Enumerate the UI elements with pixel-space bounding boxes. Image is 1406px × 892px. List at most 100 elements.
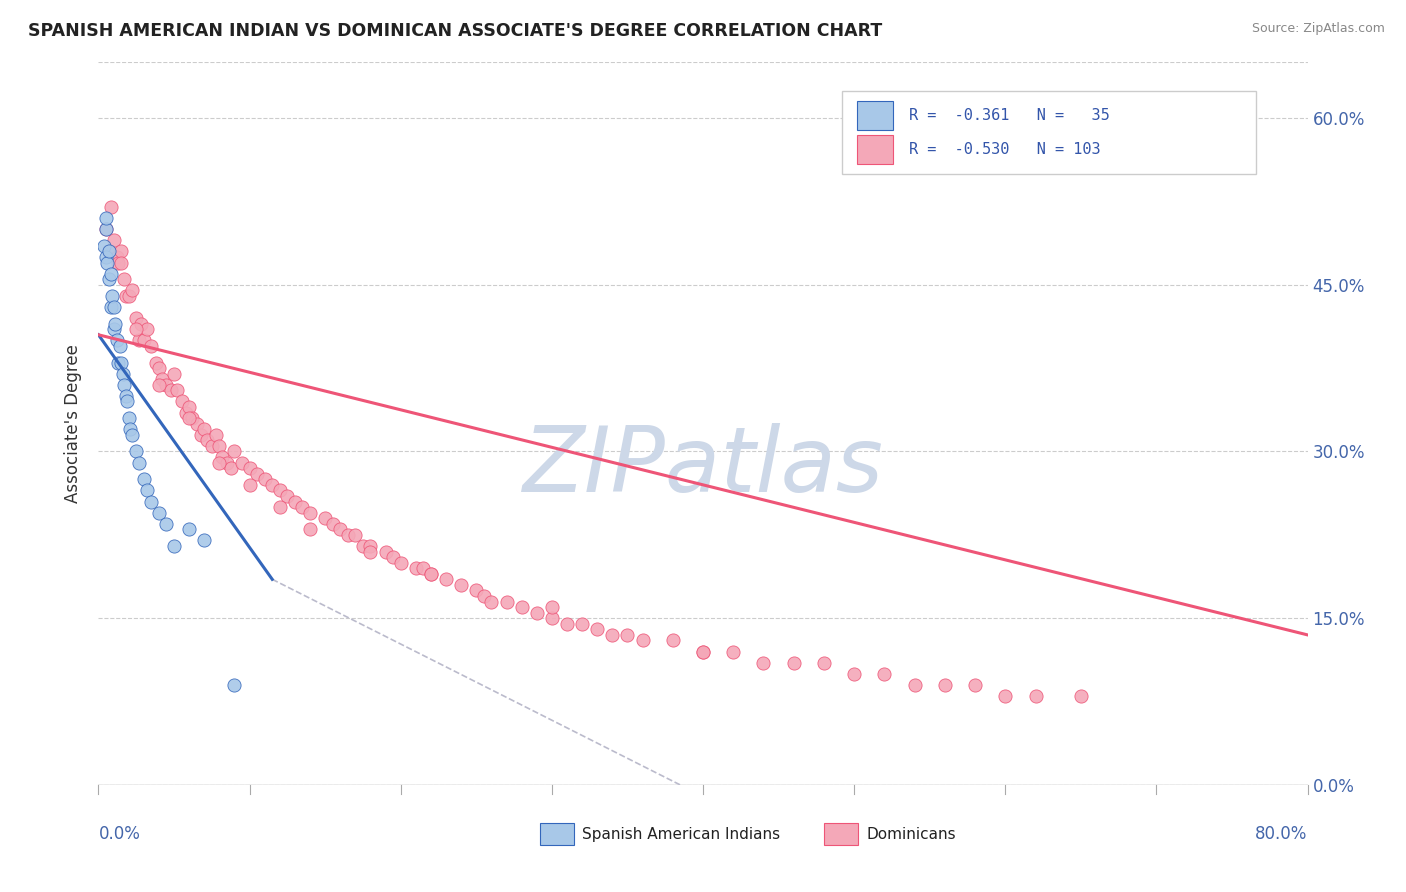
Point [631, 633, 654, 648]
Point [481, 594, 503, 608]
Point [495, 594, 517, 608]
Point [571, 616, 593, 631]
Point [125, 322, 148, 336]
Point [253, 472, 276, 486]
Point [179, 411, 201, 425]
Point [118, 289, 141, 303]
Point [420, 566, 443, 581]
Point [201, 439, 224, 453]
Point [163, 539, 186, 553]
Point [360, 539, 382, 553]
Point [120, 422, 142, 436]
Point [602, 628, 624, 642]
Point [141, 494, 163, 508]
Point [179, 400, 201, 414]
Point [382, 550, 405, 565]
Point [208, 439, 231, 453]
Point [246, 467, 269, 481]
Text: 80.0%: 80.0% [1256, 825, 1308, 843]
Point [150, 372, 173, 386]
Point [208, 456, 231, 470]
Point [661, 633, 683, 648]
Point [103, 233, 125, 247]
Bar [856, 101, 893, 129]
Point [114, 389, 136, 403]
Point [291, 500, 314, 514]
Point [94, 250, 117, 264]
Point [100, 200, 122, 214]
Point [115, 394, 138, 409]
Point [844, 666, 866, 681]
Point [336, 528, 359, 542]
Point [98, 272, 121, 286]
Point [389, 556, 412, 570]
Y-axis label: Associate's Degree: Associate's Degree [65, 344, 83, 503]
Point [110, 244, 132, 259]
Point [155, 377, 177, 392]
Text: Spanish American Indians: Spanish American Indians [582, 827, 780, 841]
Point [186, 417, 208, 431]
Point [94, 222, 117, 236]
Point [412, 561, 434, 575]
Point [813, 656, 835, 670]
Point [205, 427, 228, 442]
Text: SPANISH AMERICAN INDIAN VS DOMINICAN ASSOCIATE'S DEGREE CORRELATION CHART: SPANISH AMERICAN INDIAN VS DOMINICAN ASS… [28, 22, 883, 40]
Point [344, 528, 367, 542]
Point [314, 511, 336, 525]
Text: R =  -0.530   N = 103: R = -0.530 N = 103 [908, 142, 1099, 157]
Text: 0.0%: 0.0% [98, 825, 141, 843]
Point [108, 339, 131, 353]
Point [434, 572, 457, 586]
Bar [856, 135, 893, 163]
Point [540, 611, 562, 625]
Point [586, 623, 609, 637]
Point [128, 456, 150, 470]
Point [132, 472, 155, 486]
Bar [540, 823, 574, 845]
Point [269, 483, 291, 498]
Point [118, 411, 141, 425]
Point [465, 583, 488, 598]
Point [526, 606, 548, 620]
Point [284, 494, 307, 508]
Point [160, 384, 183, 398]
Point [692, 644, 714, 658]
Point [155, 516, 177, 531]
Point [100, 300, 122, 314]
Point [994, 689, 1017, 703]
Point [215, 456, 238, 470]
Point [472, 589, 495, 603]
Point [540, 600, 562, 615]
Point [132, 334, 155, 348]
Point [98, 244, 121, 259]
Point [420, 566, 443, 581]
Point [723, 644, 745, 658]
Point [128, 334, 150, 348]
Point [965, 678, 987, 692]
Point [405, 561, 427, 575]
Point [141, 339, 163, 353]
Point [125, 444, 148, 458]
Point [125, 311, 148, 326]
Point [96, 255, 118, 269]
Point [94, 211, 117, 225]
Point [224, 678, 246, 692]
Point [352, 539, 374, 553]
Point [374, 544, 396, 558]
Point [135, 322, 157, 336]
Point [193, 422, 215, 436]
Point [98, 244, 121, 259]
Point [145, 355, 167, 369]
Point [105, 250, 128, 264]
Point [129, 317, 152, 331]
Point [692, 644, 714, 658]
Bar [824, 823, 858, 845]
Point [1024, 689, 1046, 703]
Point [179, 522, 201, 536]
Point [904, 678, 927, 692]
Text: Dominicans: Dominicans [866, 827, 956, 841]
Point [510, 600, 533, 615]
Point [329, 522, 352, 536]
Point [93, 239, 115, 253]
Point [101, 289, 124, 303]
